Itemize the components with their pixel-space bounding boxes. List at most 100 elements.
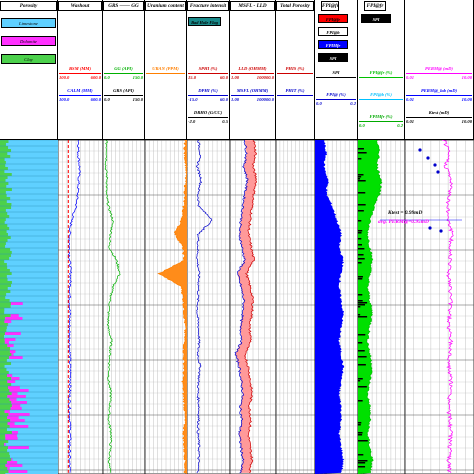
limestone-band [0, 242, 58, 245]
curve-line-sample [231, 73, 274, 74]
spi-bar [358, 400, 363, 402]
track-header-fp2: FPI@fr SPI FPI@fr (%) FPI@b (%) FPIMfr (%) 0.… [358, 0, 405, 140]
spi-bar [358, 238, 362, 240]
limestone-band [0, 161, 58, 164]
limestone-band [0, 233, 58, 236]
dolomite-band [5, 317, 23, 320]
spi-bar [358, 220, 362, 222]
spi-bar [358, 294, 363, 296]
track-header-uran: Uranium content URAN (PPM) [145, 0, 187, 140]
curve-max: 0.2 [397, 123, 403, 128]
clay-band [0, 233, 8, 236]
spi-bar [358, 334, 366, 336]
spi-bar [358, 454, 364, 456]
dolomite-band [8, 446, 29, 449]
fpi-flag-1: FPI@b [318, 27, 348, 36]
curve-name: FPI@fr (%) [369, 70, 393, 75]
clay-band [0, 209, 6, 212]
clay-band [0, 347, 11, 350]
curve-line-sample [406, 73, 472, 74]
limestone-band [0, 305, 58, 308]
curve-min: 15.0 [188, 75, 197, 80]
dolomite-band [4, 320, 12, 323]
curve-scale-lld: LLD (OHMM) 1.00 100000.0 [231, 66, 274, 88]
limestone-band [0, 149, 58, 152]
clay-band [0, 278, 8, 281]
limestone-band [0, 191, 58, 194]
clay-band [0, 425, 10, 428]
track-body-frac [186, 140, 231, 474]
limestone-band [0, 206, 58, 209]
clay-band [0, 191, 6, 194]
clay-band [0, 431, 12, 434]
limestone-band [0, 359, 58, 362]
dolomite-band [9, 356, 23, 359]
curve-min: 0.01 [406, 97, 415, 102]
limestone-band [0, 398, 58, 401]
clay-band [0, 170, 5, 173]
dolomite-band [5, 332, 21, 335]
limestone-band [0, 230, 58, 233]
clay-band [0, 386, 8, 389]
limestone-band [0, 440, 58, 443]
limestone-band [0, 443, 58, 446]
clay-band [0, 413, 9, 416]
limestone-band [0, 203, 58, 206]
limestone-band [0, 302, 58, 305]
limestone-band [0, 296, 58, 299]
clay-band [0, 293, 7, 296]
limestone-band [0, 221, 58, 224]
track-header-phi: Total Porosity PHIS (%) PHIT (%) [276, 0, 315, 140]
clay-band [0, 269, 10, 272]
curve-calm [67, 140, 81, 473]
curve-scale-calm: CALM (MM) 100.0 600.0 [59, 88, 101, 110]
spi-bar [358, 306, 361, 308]
spi-bar [358, 232, 362, 234]
track-body-uran [144, 140, 188, 474]
spi-bar [358, 422, 362, 424]
curve-perm@ [442, 140, 454, 474]
limestone-band [0, 458, 58, 461]
limestone-band [0, 308, 58, 311]
curve-line-sample [406, 117, 472, 118]
clay-band [0, 422, 8, 425]
limestone-band [0, 461, 58, 464]
curve-scale-perm@_lab: PERM@_lab (mD) 0.01 10.00 [406, 88, 472, 110]
clay-band [0, 248, 11, 251]
spi-bar [358, 316, 368, 318]
clay-band [0, 284, 11, 287]
clay-band [0, 326, 7, 329]
limestone-band [0, 386, 58, 389]
curve-scale-fpi@fr: FPI@fr (%) [359, 70, 403, 92]
curve-max: 10.00 [461, 75, 472, 80]
limestone-band [0, 293, 58, 296]
curve-min: 0.0 [104, 97, 110, 102]
ktest-point [426, 156, 430, 160]
limestone-band [0, 275, 58, 278]
clay-band [0, 188, 12, 191]
spi-bar [358, 254, 364, 256]
limestone-band [0, 344, 58, 347]
dolomite-band [9, 389, 29, 392]
limestone-band [0, 287, 58, 290]
dolomite-band [11, 458, 13, 461]
clay-band [0, 194, 7, 197]
curve-min: 0.01 [406, 119, 415, 124]
clay-band [0, 320, 5, 323]
fpi-flag-3: SPI [318, 53, 348, 62]
spi-bar [358, 248, 365, 250]
curve-scale-fpi@: FPI@ (%) 0.0 0.2 [316, 92, 356, 114]
clay-band [0, 200, 7, 203]
curve-line-sample [59, 95, 101, 96]
clay-band [0, 428, 7, 431]
track-title-gr: GRS —— GG [103, 1, 144, 11]
track-title-phi: Total Porosity [276, 1, 314, 11]
dolomite-band [4, 341, 9, 344]
limestone-band [0, 212, 58, 215]
curve-gg [104, 140, 121, 473]
limestone-band [0, 260, 58, 263]
curve-max: 10.00 [461, 119, 472, 124]
curve-scale-drho: DRHO (G/CC) -2.0 0.5 [188, 110, 228, 132]
limestone-band [0, 266, 58, 269]
